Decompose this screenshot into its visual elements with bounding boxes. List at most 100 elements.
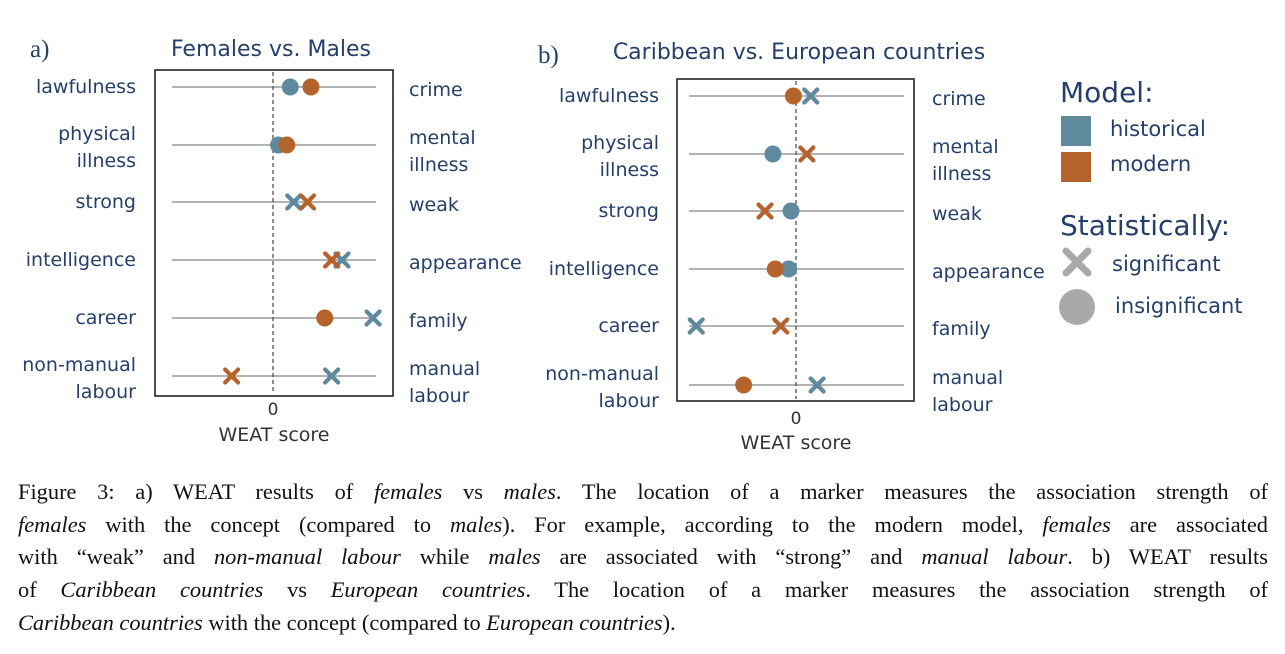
modern-insignificant-marker — [766, 260, 784, 278]
modern-significant-marker — [223, 367, 241, 385]
legend-modern-swatch — [1061, 152, 1091, 182]
caption-text: while — [400, 544, 489, 570]
caption-text: . The location of a marker measures the … — [525, 577, 1269, 603]
historical-significant-marker — [802, 87, 820, 105]
caption-text: with “weak” and — [18, 544, 214, 570]
caption-text: ). — [662, 609, 676, 635]
historical-significant-marker — [323, 367, 341, 385]
caption-text: . b) WEAT results — [1067, 544, 1268, 570]
legend-significant-label: significant — [1112, 252, 1220, 276]
modern-significant-marker — [798, 145, 816, 163]
panel-a-right-labels: crime mental illness weak appearance family ma… — [409, 79, 522, 407]
caption-emphasis: non-manual labour — [213, 544, 401, 570]
right-concept-label: appearance — [932, 261, 1045, 283]
caption-emphasis: Caribbean countries — [18, 609, 203, 635]
modern-significant-marker — [323, 251, 341, 269]
left-concept-label: physical — [58, 123, 136, 145]
right-concept-label: weak — [932, 203, 982, 225]
panel-a-title: Females vs. Males — [171, 37, 371, 62]
left-concept-label: illness — [600, 159, 659, 181]
right-concept-label: appearance — [409, 252, 522, 274]
caption-line: Caribbean countries with the concept (co… — [18, 607, 1268, 640]
panel-a-x-axis-label: WEAT score — [218, 424, 329, 446]
left-concept-label: career — [75, 307, 136, 329]
caption-emphasis: European countries — [486, 609, 663, 635]
left-concept-label: lawfulness — [36, 76, 136, 98]
right-concept-label: labour — [932, 394, 993, 416]
panel-a-row-lines — [172, 86, 376, 377]
caption-emphasis: females — [18, 511, 87, 537]
caption-emphasis: males — [449, 511, 503, 537]
legend-insignificant-circle-icon — [1059, 289, 1095, 325]
legend-historical-label: historical — [1110, 117, 1206, 141]
panel-b-left-labels: lawfulness physical illness strong intellige… — [545, 85, 659, 412]
left-concept-label: intelligence — [26, 249, 136, 271]
modern-insignificant-marker — [302, 78, 320, 96]
caption-emphasis: European countries — [330, 577, 526, 603]
right-concept-label: manual — [932, 367, 1003, 389]
right-concept-label: mental — [932, 136, 999, 158]
historical-insignificant-marker — [782, 202, 800, 220]
historical-significant-marker — [364, 309, 382, 327]
caption-emphasis: Caribbean countries — [60, 577, 264, 603]
modern-insignificant-marker — [735, 376, 753, 394]
panel-b-title: Caribbean vs. European countries — [613, 40, 985, 65]
panel-b-markers — [687, 87, 826, 394]
caption-emphasis: females — [373, 479, 443, 504]
caption-emphasis: females — [1042, 511, 1111, 537]
legend: Model: historical modern Statistically: … — [1059, 76, 1243, 325]
caption-text: with the concept (compared to — [202, 609, 487, 635]
caption-line: Figure 3: a) WEAT results of females vs … — [18, 476, 1268, 509]
caption-line: of Caribbean countries vs European count… — [18, 574, 1268, 607]
historical-insignificant-marker — [281, 78, 299, 96]
modern-insignificant-marker — [784, 87, 802, 105]
historical-insignificant-marker — [780, 260, 798, 278]
panel-b-letter: b) — [538, 42, 559, 69]
left-concept-label: labour — [76, 381, 137, 403]
caption-line: females with the concept (compared to ma… — [18, 509, 1268, 542]
panel-b-x-tick: 0 — [791, 409, 802, 429]
left-concept-label: lawfulness — [559, 85, 659, 107]
right-concept-label: family — [409, 310, 468, 332]
right-concept-label: weak — [409, 194, 459, 216]
caption-text: with the concept (compared to — [86, 511, 450, 537]
caption-text: . The location of a marker measures the … — [555, 479, 1268, 504]
modern-significant-marker — [756, 202, 774, 220]
panel-a-left-labels: lawfulness physical illness strong intellige… — [22, 76, 136, 403]
legend-historical-swatch — [1061, 116, 1091, 146]
modern-significant-marker — [298, 193, 317, 211]
caption-text: of — [18, 577, 61, 603]
caption-text: vs — [263, 577, 331, 603]
panel-a-markers — [223, 78, 382, 385]
left-concept-label: physical — [581, 132, 659, 154]
panel-a-chart: a) Females vs. Males lawfulness physical i… — [22, 36, 521, 446]
caption-text: vs — [442, 479, 504, 504]
historical-insignificant-marker — [764, 145, 782, 163]
legend-statistically-title: Statistically: — [1060, 209, 1230, 242]
left-concept-label: labour — [599, 390, 660, 412]
historical-significant-marker — [687, 317, 705, 335]
left-concept-label: non-manual — [22, 354, 136, 376]
legend-model-title: Model: — [1060, 76, 1154, 109]
left-concept-label: strong — [76, 191, 136, 213]
right-concept-label: manual — [409, 358, 480, 380]
panel-b-right-labels: crime mental illness weak appearance family ma… — [932, 88, 1045, 416]
legend-significant-cross-icon — [1062, 247, 1092, 277]
caption-emphasis: males — [503, 479, 556, 504]
panel-a-plot-frame — [154, 69, 394, 397]
left-concept-label: intelligence — [549, 258, 659, 280]
left-concept-label: strong — [599, 200, 659, 222]
right-concept-label: illness — [932, 163, 991, 185]
figure-caption: Figure 3: a) WEAT results of females vs … — [18, 476, 1268, 640]
right-concept-label: crime — [932, 88, 986, 110]
left-concept-label: career — [598, 315, 659, 337]
panel-a-x-tick: 0 — [268, 400, 279, 420]
panel-a-letter: a) — [30, 36, 49, 63]
panel-b-chart: b) Caribbean vs. European countries lawf… — [538, 40, 1045, 454]
caption-text: are associated with “strong” and — [540, 544, 922, 570]
right-concept-label: illness — [409, 154, 468, 176]
historical-significant-marker — [285, 193, 303, 211]
right-concept-label: mental — [409, 127, 476, 149]
caption-text: are associated — [1110, 511, 1268, 537]
